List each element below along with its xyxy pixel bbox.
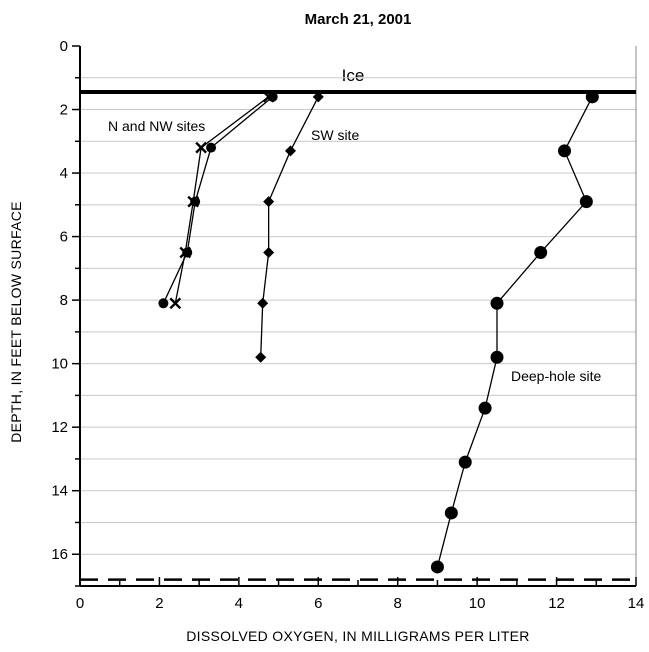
y-tick-label: 14 [51, 483, 68, 500]
data-point [169, 297, 182, 310]
data-point [257, 297, 269, 309]
data-point [284, 145, 296, 157]
data-point [579, 195, 593, 209]
data-point [490, 350, 504, 364]
data-point [478, 401, 492, 415]
data-point [187, 195, 200, 208]
x-tick-label: 12 [548, 595, 565, 612]
data-point [263, 196, 275, 208]
data-point [585, 90, 599, 104]
x-tick-label: 8 [394, 595, 402, 612]
series-line [436, 96, 593, 568]
x-tick-label: 0 [76, 595, 84, 612]
ice-label: Ice [342, 66, 365, 85]
y-tick-label: 6 [60, 229, 68, 246]
y-axis-title: DEPTH, IN FEET BELOW SURFACE [8, 201, 24, 443]
data-point [558, 144, 572, 158]
series-sw-site [255, 91, 324, 363]
data-point [195, 141, 207, 154]
y-tick-label: 4 [60, 165, 68, 182]
y-tick-label: 16 [51, 546, 68, 563]
annotation-deep-hole-site: Deep-hole site [511, 368, 601, 384]
data-point [255, 351, 267, 363]
data-point [430, 560, 444, 574]
data-point [179, 246, 192, 259]
data-point [206, 142, 217, 153]
data-point [312, 91, 324, 103]
annotation-sw-site: SW site [311, 127, 359, 143]
y-tick-label: 8 [60, 292, 68, 309]
x-tick-label: 2 [155, 595, 163, 612]
data-point [490, 296, 504, 310]
data-point [263, 246, 275, 258]
data-point [458, 455, 472, 469]
series-line [260, 96, 319, 358]
y-tick-label: 0 [60, 38, 68, 55]
series-n-site [158, 91, 278, 309]
data-point [444, 506, 458, 520]
chart-title: March 21, 2001 [305, 11, 412, 28]
data-point [262, 90, 275, 103]
x-tick-label: 4 [235, 595, 243, 612]
y-tick-label: 2 [60, 102, 68, 119]
data-point [158, 298, 169, 309]
x-tick-label: 14 [628, 595, 645, 612]
data-point [534, 245, 548, 259]
x-axis-title: DISSOLVED OXYGEN, IN MILLIGRAMS PER LITE… [186, 628, 529, 644]
series-nw-site [169, 90, 275, 310]
annotation-n-nw-sites: N and NW sites [108, 118, 205, 134]
y-tick-label: 10 [51, 356, 68, 373]
series-deep-hole-site [430, 90, 599, 574]
x-tick-label: 6 [314, 595, 322, 612]
x-tick-label: 10 [469, 595, 486, 612]
y-tick-label: 12 [51, 419, 68, 436]
